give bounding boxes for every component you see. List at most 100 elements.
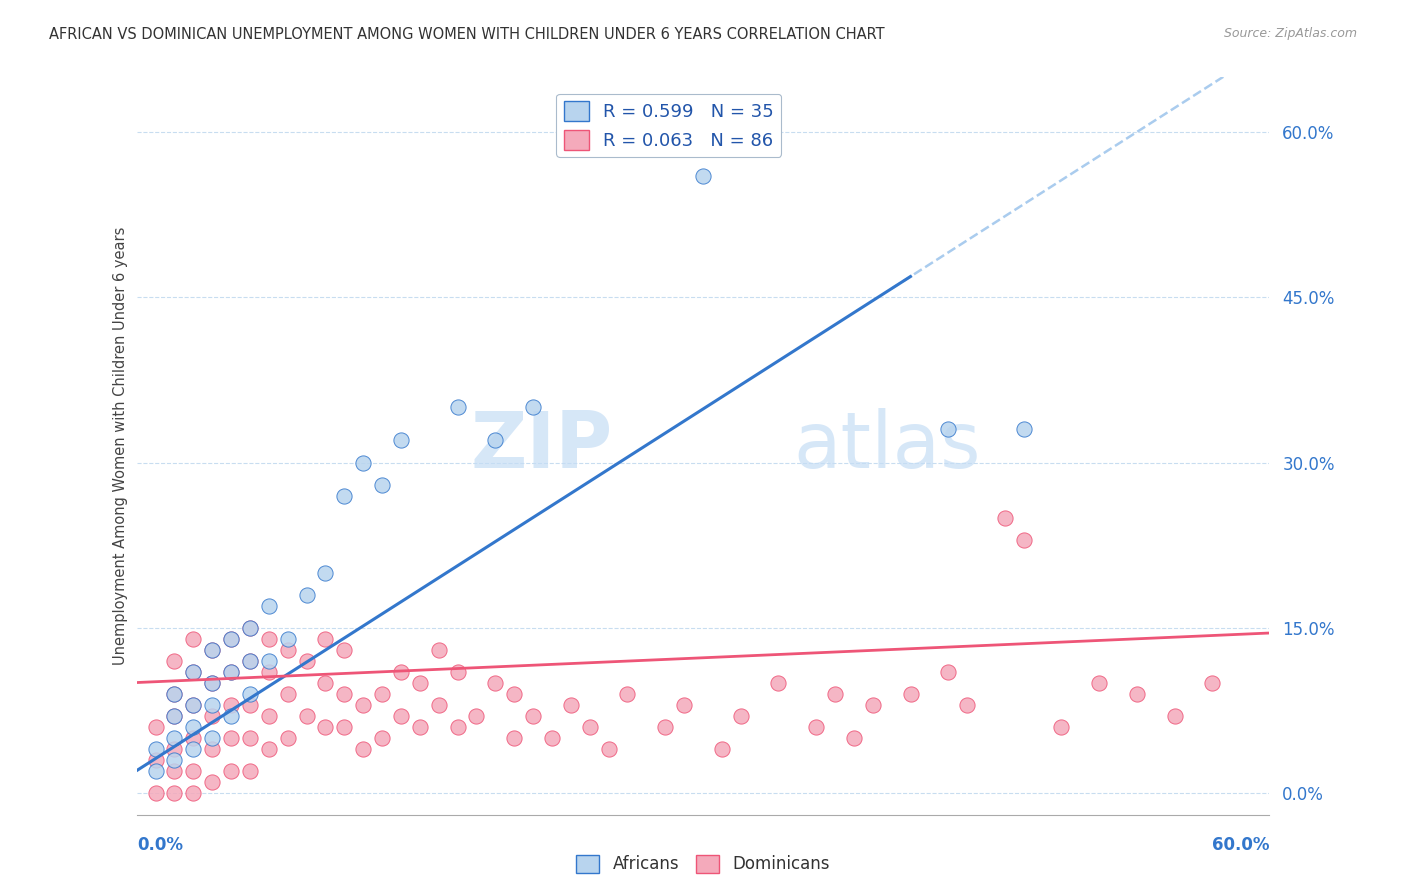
Point — [314, 675, 336, 690]
Point — [257, 632, 280, 646]
Point — [389, 708, 412, 723]
Point — [239, 731, 262, 745]
Point — [219, 665, 242, 679]
Text: atlas: atlas — [793, 408, 981, 484]
Point — [257, 654, 280, 668]
Point — [183, 764, 205, 778]
Point — [389, 665, 412, 679]
Point — [257, 665, 280, 679]
Point — [163, 731, 186, 745]
Point — [616, 687, 638, 701]
Point — [145, 764, 167, 778]
Point — [295, 654, 318, 668]
Point — [427, 642, 450, 657]
Point — [239, 698, 262, 712]
Point — [239, 654, 262, 668]
Point — [333, 687, 356, 701]
Point — [465, 708, 488, 723]
Point — [314, 632, 336, 646]
Point — [183, 720, 205, 734]
Point — [163, 764, 186, 778]
Text: Source: ZipAtlas.com: Source: ZipAtlas.com — [1223, 27, 1357, 40]
Point — [692, 169, 714, 184]
Point — [239, 687, 262, 701]
Point — [333, 720, 356, 734]
Point — [201, 708, 224, 723]
Point — [277, 731, 299, 745]
Point — [277, 642, 299, 657]
Point — [145, 786, 167, 800]
Point — [730, 708, 752, 723]
Point — [503, 687, 526, 701]
Point — [183, 741, 205, 756]
Point — [522, 401, 544, 415]
Point — [201, 741, 224, 756]
Point — [201, 675, 224, 690]
Point — [183, 786, 205, 800]
Point — [163, 708, 186, 723]
Point — [352, 456, 374, 470]
Point — [578, 720, 600, 734]
Point — [710, 741, 733, 756]
Point — [145, 741, 167, 756]
Point — [1163, 708, 1185, 723]
Point — [409, 720, 432, 734]
Point — [163, 687, 186, 701]
Point — [427, 698, 450, 712]
Point — [239, 621, 262, 635]
Point — [277, 632, 299, 646]
Point — [183, 698, 205, 712]
Point — [163, 708, 186, 723]
Point — [314, 566, 336, 580]
Point — [560, 698, 582, 712]
Point — [994, 510, 1017, 524]
Point — [239, 654, 262, 668]
Point — [484, 434, 506, 448]
Point — [183, 731, 205, 745]
Point — [1088, 675, 1111, 690]
Point — [409, 675, 432, 690]
Point — [163, 786, 186, 800]
Point — [1012, 422, 1035, 436]
Point — [352, 698, 374, 712]
Point — [333, 489, 356, 503]
Point — [219, 632, 242, 646]
Point — [219, 708, 242, 723]
Point — [257, 599, 280, 613]
Text: 60.0%: 60.0% — [1212, 836, 1270, 855]
Point — [183, 632, 205, 646]
Point — [389, 434, 412, 448]
Point — [768, 675, 790, 690]
Point — [936, 422, 959, 436]
Point — [201, 675, 224, 690]
Point — [1012, 533, 1035, 547]
Point — [201, 698, 224, 712]
Point — [522, 708, 544, 723]
Point — [333, 642, 356, 657]
Point — [673, 698, 696, 712]
Point — [183, 665, 205, 679]
Text: AFRICAN VS DOMINICAN UNEMPLOYMENT AMONG WOMEN WITH CHILDREN UNDER 6 YEARS CORREL: AFRICAN VS DOMINICAN UNEMPLOYMENT AMONG … — [49, 27, 884, 42]
Point — [219, 731, 242, 745]
Point — [598, 741, 620, 756]
Point — [936, 665, 959, 679]
Text: ZIP: ZIP — [470, 408, 613, 484]
Point — [163, 654, 186, 668]
Point — [824, 687, 846, 701]
Point — [183, 665, 205, 679]
Point — [900, 687, 922, 701]
Text: 0.0%: 0.0% — [136, 836, 183, 855]
Point — [314, 720, 336, 734]
Point — [277, 687, 299, 701]
Point — [163, 741, 186, 756]
Point — [163, 687, 186, 701]
Point — [446, 401, 468, 415]
Legend: Africans, Dominicans: Africans, Dominicans — [569, 848, 837, 880]
Point — [183, 698, 205, 712]
Point — [862, 698, 884, 712]
Point — [446, 665, 468, 679]
Point — [541, 731, 564, 745]
Point — [219, 698, 242, 712]
Point — [804, 720, 827, 734]
Point — [201, 642, 224, 657]
